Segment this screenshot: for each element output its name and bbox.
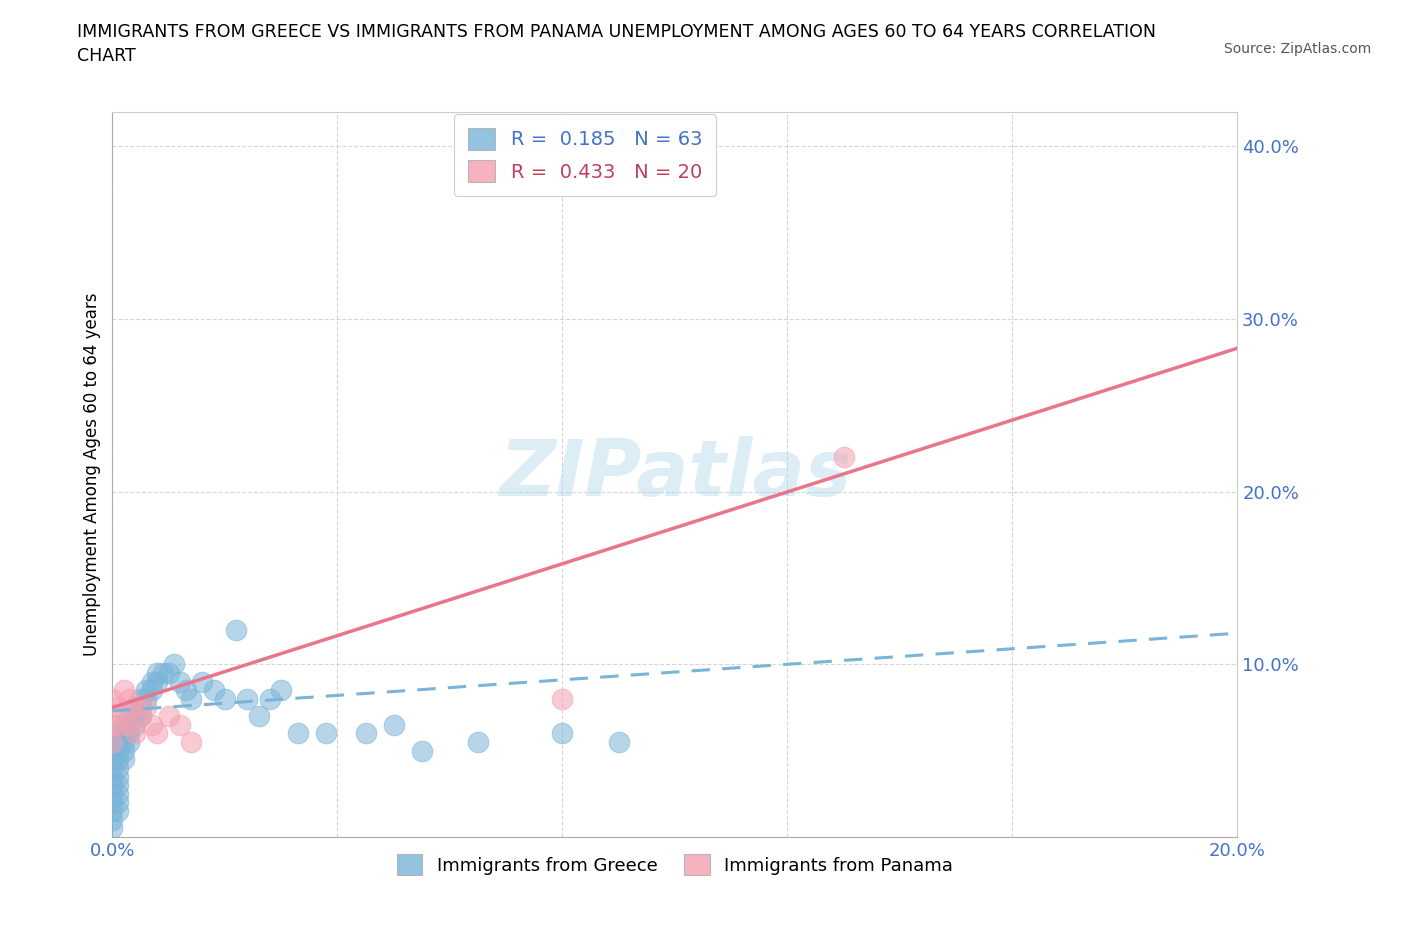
Point: [832, 449, 855, 464]
Point: [112, 683, 135, 698]
Point: [467, 735, 489, 750]
Point: [112, 726, 135, 741]
Point: [236, 691, 259, 706]
Point: [118, 691, 141, 706]
Point: [101, 787, 124, 802]
Point: [112, 743, 135, 758]
Point: [107, 761, 129, 776]
Point: [191, 674, 214, 689]
Point: [141, 674, 163, 689]
Point: [135, 700, 157, 715]
Point: [202, 683, 225, 698]
Point: [146, 726, 169, 741]
Point: [247, 709, 270, 724]
Point: [118, 717, 141, 732]
Point: [112, 717, 135, 732]
Point: [107, 717, 129, 732]
Point: [101, 812, 124, 827]
Point: [124, 700, 146, 715]
Text: IMMIGRANTS FROM GREECE VS IMMIGRANTS FROM PANAMA UNEMPLOYMENT AMONG AGES 60 TO 6: IMMIGRANTS FROM GREECE VS IMMIGRANTS FRO…: [77, 23, 1156, 65]
Point: [411, 743, 433, 758]
Point: [124, 709, 146, 724]
Point: [101, 821, 124, 836]
Point: [146, 666, 169, 681]
Point: [124, 726, 146, 741]
Point: [112, 735, 135, 750]
Point: [107, 804, 129, 818]
Point: [129, 709, 152, 724]
Point: [180, 691, 202, 706]
Point: [107, 726, 129, 741]
Legend: Immigrants from Greece, Immigrants from Panama: Immigrants from Greece, Immigrants from …: [389, 847, 960, 883]
Point: [101, 761, 124, 776]
Point: [135, 691, 157, 706]
Text: ZIPatlas: ZIPatlas: [499, 436, 851, 512]
Point: [129, 691, 152, 706]
Point: [118, 709, 141, 724]
Point: [101, 795, 124, 810]
Point: [107, 787, 129, 802]
Point: [129, 700, 152, 715]
Y-axis label: Unemployment Among Ages 60 to 64 years: Unemployment Among Ages 60 to 64 years: [83, 293, 101, 656]
Point: [107, 735, 129, 750]
Point: [214, 691, 236, 706]
Point: [259, 691, 281, 706]
Point: [146, 674, 169, 689]
Point: [112, 709, 135, 724]
Point: [107, 769, 129, 784]
Point: [225, 622, 247, 637]
Point: [107, 795, 129, 810]
Point: [112, 751, 135, 766]
Point: [107, 777, 129, 792]
Point: [101, 717, 124, 732]
Point: [174, 683, 197, 698]
Point: [157, 666, 180, 681]
Point: [169, 717, 191, 732]
Point: [135, 683, 157, 698]
Point: [152, 666, 174, 681]
Point: [354, 726, 377, 741]
Point: [382, 717, 405, 732]
Point: [118, 726, 141, 741]
Point: [124, 717, 146, 732]
Point: [141, 717, 163, 732]
Point: [141, 683, 163, 698]
Point: [551, 726, 574, 741]
Point: [101, 769, 124, 784]
Point: [607, 735, 630, 750]
Point: [124, 700, 146, 715]
Point: [180, 735, 202, 750]
Point: [101, 743, 124, 758]
Point: [101, 691, 124, 706]
Point: [107, 743, 129, 758]
Point: [107, 751, 129, 766]
Point: [129, 709, 152, 724]
Point: [169, 674, 191, 689]
Point: [101, 751, 124, 766]
Point: [315, 726, 337, 741]
Point: [157, 709, 180, 724]
Text: Source: ZipAtlas.com: Source: ZipAtlas.com: [1223, 42, 1371, 56]
Point: [101, 735, 124, 750]
Point: [107, 700, 129, 715]
Point: [101, 777, 124, 792]
Point: [118, 717, 141, 732]
Point: [163, 657, 186, 671]
Point: [287, 726, 309, 741]
Point: [270, 683, 292, 698]
Point: [118, 735, 141, 750]
Point: [551, 691, 574, 706]
Point: [101, 804, 124, 818]
